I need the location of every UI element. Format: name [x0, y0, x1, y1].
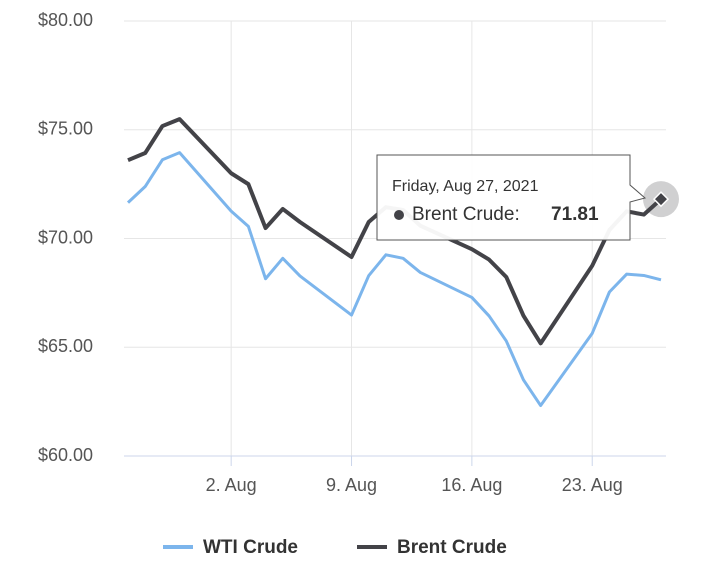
legend-label[interactable]: WTI Crude	[203, 537, 298, 558]
tooltip-bullet	[394, 210, 404, 220]
x-tick-label: 16. Aug	[441, 475, 502, 495]
legend-label[interactable]: Brent Crude	[397, 537, 507, 558]
tooltip: Friday, Aug 27, 2021 Brent Crude: 71.81	[376, 154, 647, 241]
y-tick-label: $75.00	[38, 119, 93, 139]
tooltip-value: 71.81	[551, 204, 599, 225]
y-tick-label: $70.00	[38, 227, 93, 247]
x-tick-label: 2. Aug	[206, 475, 257, 495]
x-tick-label: 9. Aug	[326, 475, 377, 495]
y-tick-label: $65.00	[38, 336, 93, 356]
y-tick-label: $60.00	[38, 445, 93, 465]
tooltip-box	[376, 154, 647, 241]
hover-marker	[652, 191, 670, 208]
x-tick-label: 23. Aug	[562, 475, 623, 495]
series-line	[126, 151, 662, 408]
tooltip-date: Friday, Aug 27, 2021	[392, 178, 539, 195]
tooltip-series: Brent Crude:	[412, 204, 520, 225]
y-tick-label: $80.00	[38, 10, 93, 30]
